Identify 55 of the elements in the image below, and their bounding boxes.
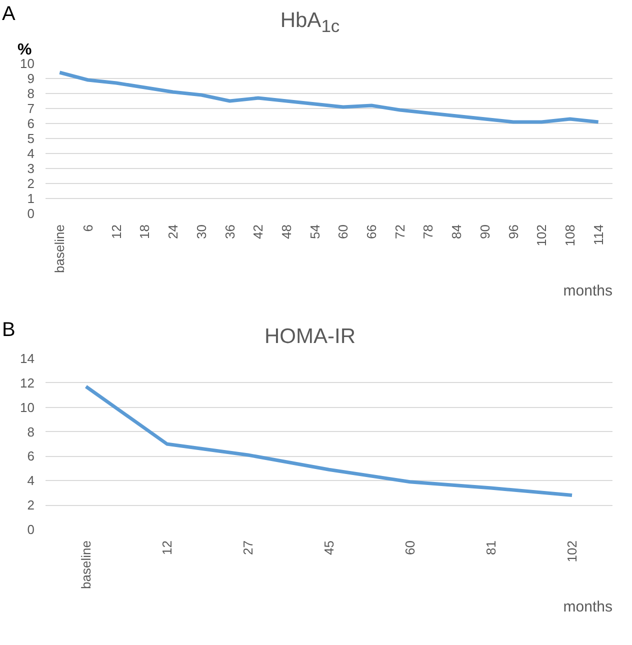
y-tick-label: 2 (27, 498, 35, 513)
line-series (84, 384, 574, 498)
x-tick-label: 6 (80, 224, 96, 232)
y-tick-label: 12 (20, 375, 35, 390)
x-tick-label: 48 (278, 224, 294, 239)
x-tick-label: 102 (564, 540, 580, 562)
y-tick-label: 3 (27, 161, 35, 176)
x-tick-label: 30 (194, 224, 209, 239)
x-axis-title: months (563, 598, 613, 616)
x-tick-label: 66 (364, 224, 380, 239)
x-tick-label: 102 (534, 224, 550, 246)
x-tick-label: 60 (402, 540, 418, 555)
x-tick-label: 114 (590, 224, 606, 246)
y-tick-label: 14 (20, 351, 35, 366)
x-tick-label: 36 (222, 224, 238, 239)
chart-title: HOMA-IR (264, 325, 356, 348)
x-tick-label: 54 (307, 224, 322, 239)
chart-title: HbA$_{1c}$ (280, 9, 340, 36)
x-tick-label: 60 (336, 224, 351, 239)
y-tick-label: 1 (27, 191, 35, 206)
y-tick-label: 7 (27, 101, 35, 116)
line-series (58, 70, 600, 124)
x-tick-label: 45 (322, 540, 336, 555)
text: B (2, 318, 16, 343)
x-tick-label: 90 (477, 224, 492, 239)
x-tick-label: 72 (392, 224, 408, 239)
x-tick-label: 84 (449, 224, 464, 239)
y-axis-title: % (18, 42, 32, 58)
y-tick-label: 6 (27, 448, 35, 464)
x-tick-label: 12 (108, 224, 124, 239)
y-tick-label: 8 (27, 424, 35, 440)
x-tick-label: 81 (484, 540, 498, 555)
x-tick-label: 78 (420, 224, 436, 239)
x-tick-label: 42 (250, 224, 266, 239)
x-tick-label: 12 (160, 540, 174, 555)
x-tick-label: 18 (137, 224, 152, 239)
x-tick-label: 24 (166, 224, 181, 239)
y-tick-label: 10 (20, 56, 35, 71)
x-tick-label: 27 (240, 540, 256, 555)
x-tick-label: baseline (52, 224, 68, 273)
y-tick-label: 4 (27, 146, 35, 161)
y-tick-label: 2 (27, 176, 35, 191)
y-tick-label: 6 (27, 116, 35, 131)
x-axis-title: months (563, 282, 613, 300)
y-tick-label: 0 (27, 522, 35, 537)
y-tick-label: 4 (27, 473, 35, 488)
x-tick-label: baseline (78, 540, 94, 589)
y-tick-label: 10 (20, 400, 35, 415)
x-tick-label: 96 (506, 224, 521, 239)
y-tick-label: 0 (27, 206, 35, 221)
x-tick-label: 108 (562, 224, 578, 246)
y-tick-label: 9 (27, 71, 35, 86)
text: A (2, 2, 16, 27)
y-tick-label: 5 (27, 131, 35, 146)
y-tick-label: 8 (27, 86, 35, 101)
